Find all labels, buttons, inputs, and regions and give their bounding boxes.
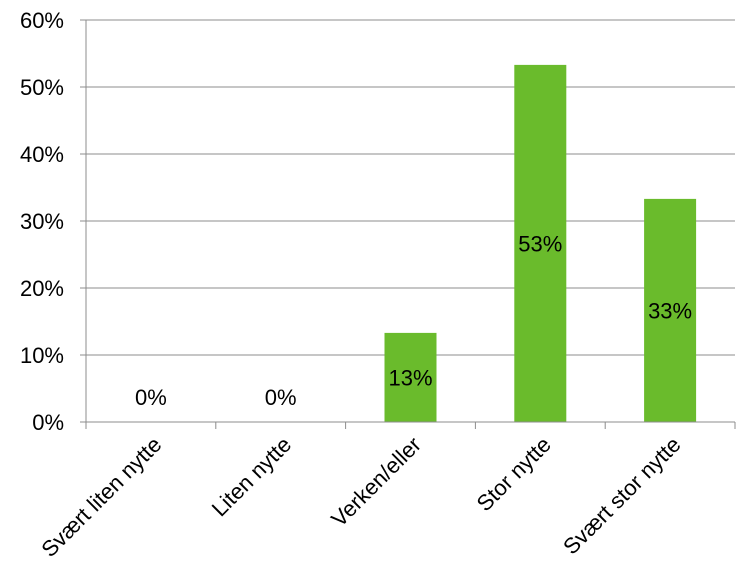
y-tick-label: 0%: [32, 410, 64, 435]
x-category-label: Svært stor nytte: [558, 432, 685, 559]
x-category-label: Stor nytte: [472, 432, 556, 516]
x-axis-category-labels: Svært liten nytte Liten nytte Verken/eller…: [36, 432, 685, 562]
y-tick-label: 20%: [20, 276, 64, 301]
data-label: 33%: [648, 298, 692, 323]
data-label: 0%: [265, 385, 297, 410]
x-category-label: Svært liten nytte: [36, 432, 166, 562]
y-tick-label: 40%: [20, 142, 64, 167]
gridlines: [86, 19, 735, 356]
data-label: 13%: [388, 365, 432, 390]
y-axis-tick-labels: 0% 10% 20% 30% 40% 50% 60%: [20, 8, 64, 435]
data-label: 0%: [135, 385, 167, 410]
data-labels: 0% 0% 13% 53% 33%: [135, 231, 692, 410]
bar: [514, 64, 567, 422]
bars: [384, 64, 697, 422]
axes: [80, 19, 736, 429]
y-tick-label: 60%: [20, 8, 64, 33]
bar: [384, 332, 437, 422]
y-tick-label: 50%: [20, 75, 64, 100]
bar: [644, 198, 697, 422]
x-category-label: Verken/eller: [326, 432, 426, 532]
y-tick-label: 30%: [20, 209, 64, 234]
y-tick-label: 10%: [20, 343, 64, 368]
x-category-label: Liten nytte: [207, 432, 296, 521]
data-label: 53%: [518, 231, 562, 256]
